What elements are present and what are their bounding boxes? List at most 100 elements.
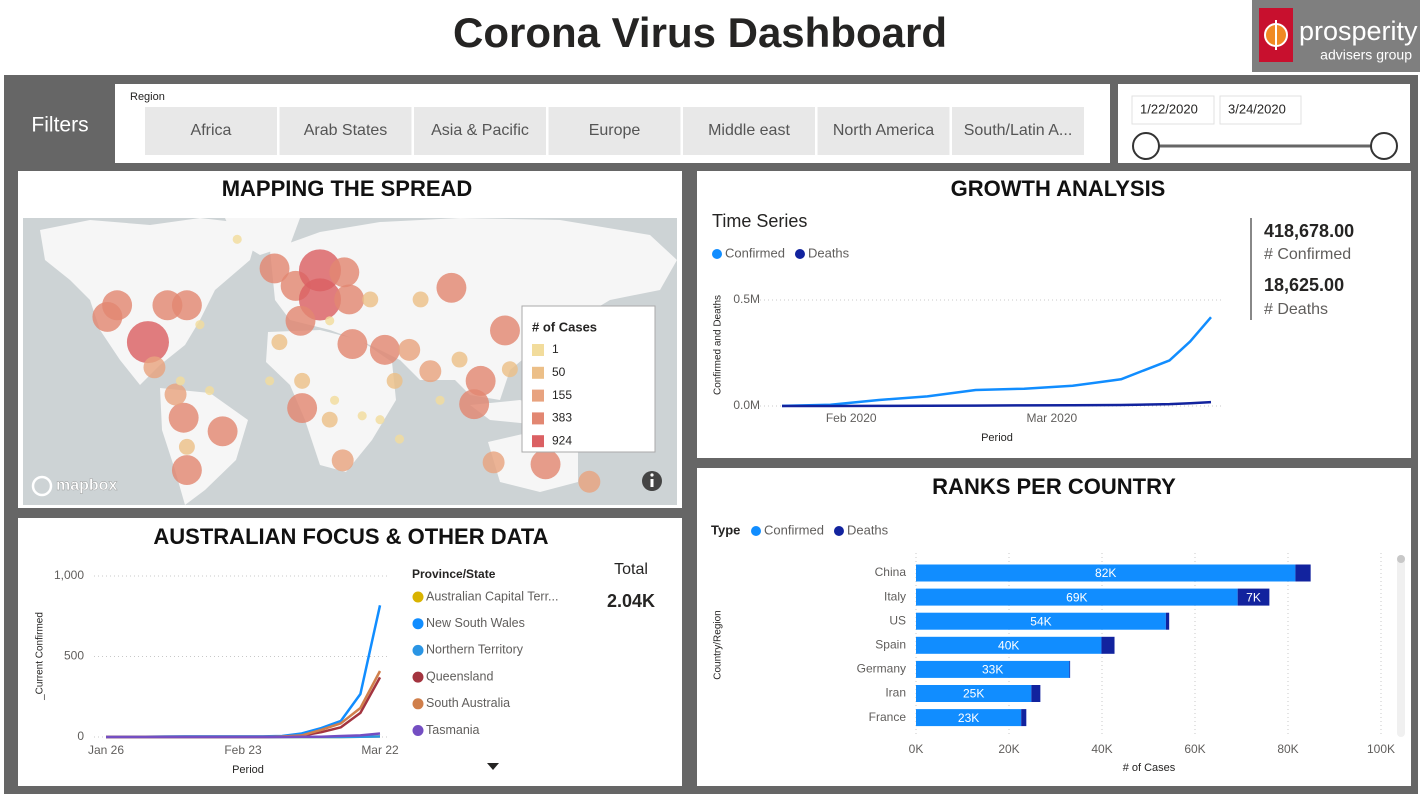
australia-panel [18, 518, 682, 786]
legend-marker [751, 526, 761, 536]
bubble [287, 393, 318, 423]
legend-label: Northern Territory [426, 643, 524, 657]
map-legend-title: # of Cases [532, 319, 597, 334]
bubble [451, 351, 468, 368]
x-tick-label: 80K [1277, 742, 1298, 756]
bubble [171, 290, 202, 321]
bar-segment [916, 588, 1238, 606]
map-legend [521, 305, 656, 453]
bar-segment [916, 685, 1032, 702]
region-button[interactable] [952, 107, 1084, 155]
y-tick-label: Iran [885, 686, 906, 700]
region-button[interactable] [414, 107, 546, 155]
series-line [106, 732, 381, 739]
bubble [482, 451, 505, 474]
scrollbar-thumb[interactable] [1397, 555, 1405, 563]
bubble [412, 291, 429, 308]
bar-segment [1101, 636, 1115, 654]
legend-label: 155 [552, 388, 572, 402]
bubble [530, 449, 561, 480]
filters-label: Filters [31, 114, 88, 137]
date-start: 1/22/2020 [1140, 101, 1198, 116]
legend-label: 1 [552, 342, 559, 356]
legend-swatch [532, 412, 544, 425]
panel-title: MAPPING THE SPREAD [222, 176, 473, 201]
legend-swatch [532, 366, 544, 379]
bubble [394, 434, 405, 444]
region-button[interactable] [145, 107, 277, 155]
bubble [207, 416, 238, 447]
region-button-label: Africa [191, 122, 232, 139]
y-tick-label: Spain [875, 637, 906, 651]
bubble [465, 365, 496, 396]
bar-segment [916, 612, 1166, 630]
legend-swatch [532, 389, 544, 402]
legend-label: New South Wales [426, 616, 525, 630]
region-button[interactable] [817, 107, 950, 155]
bubbles [92, 234, 601, 493]
continent [40, 218, 260, 385]
date-end-box[interactable] [1219, 95, 1302, 125]
bubble [285, 305, 316, 336]
region-button-label: South/Latin A... [964, 122, 1073, 139]
data-label: 69K [1066, 590, 1087, 604]
series-line [781, 316, 1212, 408]
legend-label: Deaths [847, 522, 889, 537]
y-tick-label: 1,000 [54, 568, 84, 582]
bubble [419, 360, 442, 383]
date-start-box[interactable] [1131, 95, 1215, 125]
region-button-label: Arab States [304, 122, 388, 139]
y-tick-label: Italy [884, 589, 906, 603]
region-button[interactable] [683, 107, 815, 155]
legend-label: South Australia [426, 696, 510, 710]
bubble [164, 383, 187, 406]
logo-name: prosperity [1299, 16, 1418, 46]
legend-scroll-arrow[interactable] [487, 763, 499, 770]
legend-label: Deaths [808, 245, 850, 260]
legend-label: Confirmed [764, 522, 824, 537]
card-value: 2.04K [607, 591, 655, 611]
bubble [357, 411, 367, 421]
legend-marker [412, 644, 424, 656]
bubble [294, 372, 311, 389]
region-button[interactable] [279, 107, 412, 155]
card-label: # Confirmed [1264, 246, 1351, 263]
legend-marker [412, 698, 424, 710]
data-label: 40K [998, 638, 1019, 652]
slider-handle[interactable] [1370, 132, 1398, 160]
legend-label: Australian Capital Terr... [426, 589, 558, 603]
scrollbar[interactable] [1397, 555, 1405, 737]
x-tick-label: Jan 26 [88, 743, 124, 757]
bubble [102, 290, 133, 321]
bubble [578, 470, 601, 493]
slider-handle[interactable] [1132, 132, 1160, 160]
bubble [195, 320, 205, 330]
legend-marker [412, 725, 424, 736]
x-tick-label: 0K [909, 742, 924, 756]
panel-title: AUSTRALIAN FOCUS & OTHER DATA [153, 524, 548, 549]
y-axis-title: Country/Region [713, 610, 724, 679]
date-end: 3/24/2020 [1228, 101, 1286, 116]
region-buttons: Africa Arab States Asia & Pacific Europe Mid… [145, 107, 1084, 155]
x-tick-label: 100K [1367, 742, 1395, 756]
x-axis-title: Period [981, 432, 1013, 444]
bubble [435, 395, 445, 405]
bubble [436, 272, 467, 303]
panel-title: GROWTH ANALYSIS [951, 176, 1166, 201]
x-tick-label: Mar 22 [361, 743, 399, 757]
map-legend-items: 1 50 155 383 924 [532, 342, 572, 447]
bubble [369, 334, 400, 365]
bubble [321, 411, 338, 428]
bubble [271, 334, 288, 351]
data-label: 23K [958, 711, 979, 725]
x-tick-label: 60K [1184, 742, 1205, 756]
y-tick-label: 0.0M [733, 398, 760, 412]
bubble [398, 338, 421, 361]
bubble [334, 284, 365, 315]
x-tick-label: Feb 2020 [826, 411, 877, 425]
region-button-label: Middle east [708, 122, 790, 139]
region-button[interactable] [548, 107, 681, 155]
bubble [330, 395, 340, 405]
